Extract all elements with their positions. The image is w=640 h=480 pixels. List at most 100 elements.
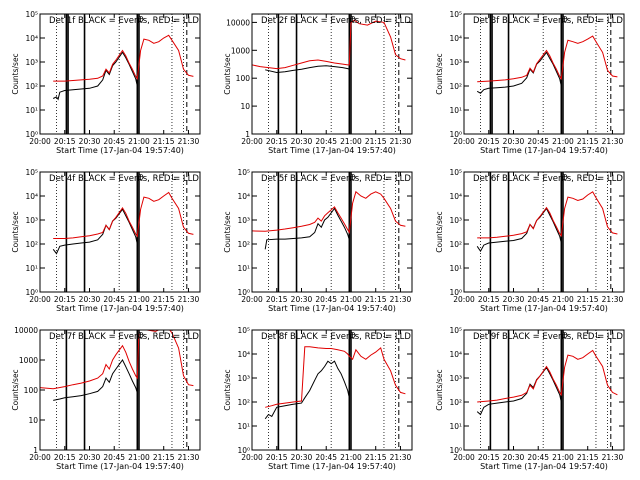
- y-tick-label: 10³: [237, 216, 250, 225]
- lld-series-line: [477, 35, 618, 83]
- y-tick-label: 10¹: [449, 106, 462, 115]
- y-tick-label: 10⁴: [449, 34, 462, 43]
- lld-series-line: [265, 346, 406, 408]
- x-tick-label: 20:45: [527, 453, 549, 462]
- plot-frame: [463, 13, 625, 135]
- x-tick-label: 20:30: [79, 453, 101, 462]
- x-tick-label: 20:30: [503, 453, 525, 462]
- y-axis-label: Counts/sec: [435, 53, 444, 94]
- x-axis-label: Start Time (17-Jan-04 19:57:40): [268, 304, 396, 313]
- y-tick-label: 10³: [449, 374, 462, 383]
- y-tick-label: 10000: [14, 326, 38, 335]
- events-series-line: [265, 65, 350, 74]
- plot-frame: [251, 329, 413, 451]
- y-tick-label: 10¹: [25, 106, 38, 115]
- x-tick-label: 20:15: [478, 137, 500, 146]
- x-axis-label: Start Time (17-Jan-04 19:57:40): [480, 304, 608, 313]
- flare-annotation: L: [171, 15, 176, 24]
- x-tick-label: 21:15: [365, 295, 387, 304]
- x-tick-label: 21:30: [390, 295, 412, 304]
- y-tick-label: 10³: [449, 58, 462, 67]
- y-tick-label: 100: [24, 386, 39, 395]
- y-tick-label: 10²: [237, 398, 250, 407]
- x-tick-label: 20:30: [291, 295, 313, 304]
- x-tick-label: 20:45: [315, 453, 337, 462]
- x-tick-label: 21:30: [602, 137, 624, 146]
- y-tick-label: 10²: [237, 240, 250, 249]
- lld-series-line: [252, 19, 406, 70]
- x-axis-label: Start Time (17-Jan-04 19:57:40): [268, 146, 396, 155]
- x-tick-label: 21:15: [577, 137, 599, 146]
- y-axis-label: Counts/sec: [435, 211, 444, 252]
- x-tick-label: 20:00: [29, 453, 51, 462]
- lld-series-line: [53, 191, 194, 239]
- x-tick-label: 20:45: [103, 453, 125, 462]
- panel-title: Det 6f BLACK = Events, RED = LLD: [473, 174, 623, 184]
- x-tick-label: 20:30: [79, 137, 101, 146]
- x-tick-label: 20:30: [291, 453, 313, 462]
- events-series-line: [53, 359, 138, 401]
- x-tick-label: 21:00: [128, 453, 150, 462]
- y-axis-label: Counts/sec: [11, 369, 20, 410]
- x-tick-label: 21:00: [340, 295, 362, 304]
- flare-annotation: O: [349, 15, 355, 24]
- x-axis-label: Start Time (17-Jan-04 19:57:40): [268, 462, 396, 471]
- x-tick-label: 21:30: [602, 453, 624, 462]
- y-tick-label: 10: [28, 416, 38, 425]
- x-tick-label: 20:30: [79, 295, 101, 304]
- y-tick-label: 10⁰: [25, 288, 38, 297]
- y-tick-label: 10³: [25, 216, 38, 225]
- x-tick-label: 21:15: [153, 295, 175, 304]
- x-axis-label: Start Time (17-Jan-04 19:57:40): [56, 146, 184, 155]
- x-tick-label: 21:15: [365, 137, 387, 146]
- lld-series-line: [477, 191, 618, 239]
- x-tick-label: 21:30: [178, 137, 200, 146]
- plot-frame: [251, 171, 413, 293]
- flare-annotation: L: [595, 15, 600, 24]
- y-axis-label: Counts/sec: [435, 369, 444, 410]
- flare-annotation: O: [349, 331, 355, 340]
- panel-title: Det 8f BLACK = Events, RED = LLD: [261, 332, 411, 342]
- panel-title: Det 4f BLACK = Events, RED = LLD: [49, 174, 199, 184]
- x-tick-label: 20:45: [315, 295, 337, 304]
- y-tick-label: 10²: [25, 240, 38, 249]
- y-tick-label: 10¹: [237, 422, 250, 431]
- flare-annotation: L: [383, 15, 388, 24]
- x-tick-label: 20:00: [241, 453, 263, 462]
- plot-frame: [251, 13, 413, 135]
- y-tick-label: 10¹: [25, 264, 38, 273]
- flare-annotation: O: [561, 331, 567, 340]
- x-tick-label: 20:15: [478, 295, 500, 304]
- y-tick-label: 10⁵: [449, 10, 462, 19]
- y-tick-label: 10²: [25, 82, 38, 91]
- events-series-line: [476, 366, 562, 416]
- y-axis-label: Counts/sec: [223, 53, 232, 94]
- flare-annotation: L: [171, 173, 176, 182]
- plot-frame: [463, 171, 625, 293]
- y-tick-label: 10¹: [449, 264, 462, 273]
- x-tick-label: 21:15: [365, 453, 387, 462]
- y-tick-label: 1: [33, 446, 38, 455]
- panel-title: Det 7f BLACK = Events, RED = LLD: [49, 332, 199, 342]
- x-tick-label: 20:45: [527, 137, 549, 146]
- y-tick-label: 10000: [226, 18, 250, 27]
- y-tick-label: 10⁵: [449, 326, 462, 335]
- panel-title: Det 2f BLACK = Events, RED = LLD: [261, 16, 411, 26]
- y-tick-label: 10⁵: [25, 168, 38, 177]
- x-tick-label: 21:30: [602, 295, 624, 304]
- y-tick-label: 10¹: [237, 264, 250, 273]
- x-tick-label: 21:15: [153, 453, 175, 462]
- y-tick-label: 10⁰: [449, 130, 462, 139]
- x-tick-label: 20:15: [54, 137, 76, 146]
- y-tick-label: 10⁵: [237, 168, 250, 177]
- y-axis-label: Counts/sec: [11, 211, 20, 252]
- x-tick-label: 21:15: [577, 453, 599, 462]
- x-tick-label: 20:15: [478, 453, 500, 462]
- lld-series-line: [477, 349, 618, 403]
